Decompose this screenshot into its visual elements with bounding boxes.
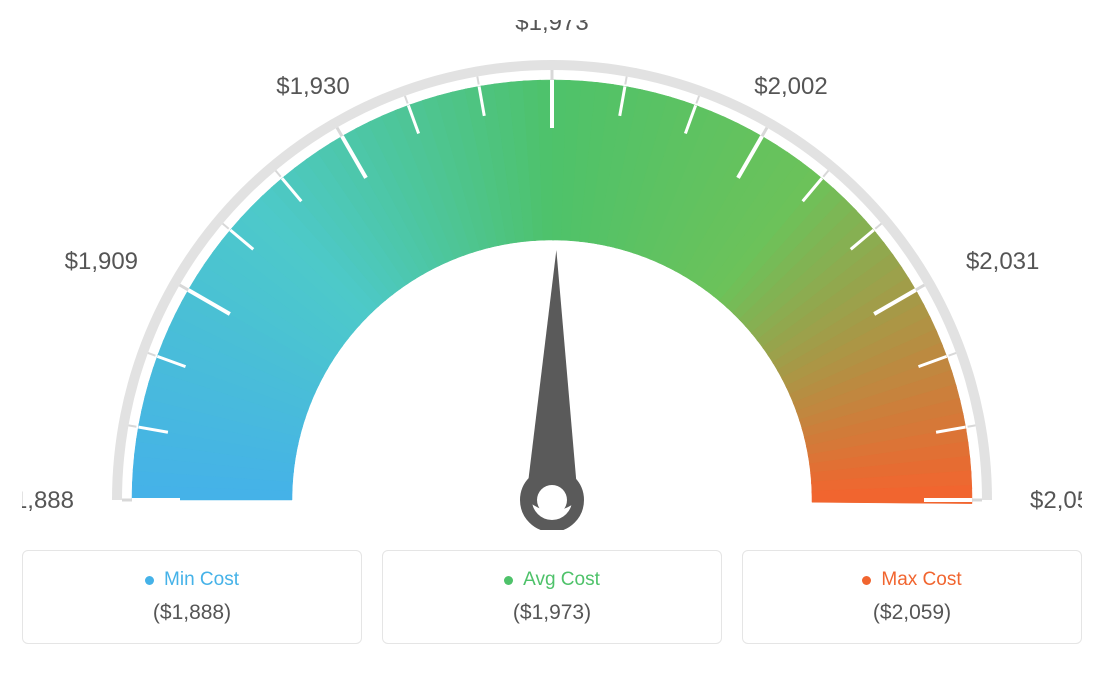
legend-dot-icon bbox=[145, 576, 154, 585]
legend-card: Max Cost ($2,059) bbox=[742, 550, 1082, 644]
gauge-outer-minor-tick bbox=[968, 425, 976, 426]
legend-row: Min Cost ($1,888) Avg Cost ($1,973) Max Cost… bbox=[22, 550, 1082, 644]
legend-title-text: Max Cost bbox=[881, 569, 961, 591]
legend-title: Min Cost bbox=[145, 569, 239, 591]
legend-card: Min Cost ($1,888) bbox=[22, 550, 362, 644]
gauge-outer-minor-tick bbox=[477, 77, 478, 85]
legend-title: Avg Cost bbox=[504, 569, 600, 591]
gauge-outer-minor-tick bbox=[223, 224, 229, 229]
gauge-tick-label: $2,002 bbox=[754, 73, 827, 100]
legend-card: Avg Cost ($1,973) bbox=[382, 550, 722, 644]
cost-gauge-chart: $1,888 $1,909 $1,930 $1,973 $2,002 $2,031 $2,0… bbox=[22, 20, 1082, 530]
gauge-outer-minor-tick bbox=[949, 353, 957, 356]
gauge-outer-minor-tick bbox=[129, 425, 137, 426]
gauge-tick-label: $1,888 bbox=[22, 487, 74, 514]
legend-title-text: Avg Cost bbox=[523, 569, 600, 591]
gauge-outer-minor-tick bbox=[823, 171, 828, 177]
gauge-tick-label: $1,973 bbox=[515, 20, 588, 36]
legend-dot-icon bbox=[504, 576, 513, 585]
gauge-tick-label: $2,059 bbox=[1030, 487, 1082, 514]
gauge-needle-hub-inner bbox=[537, 485, 567, 515]
gauge-outer-minor-tick bbox=[276, 171, 281, 177]
gauge-outer-minor-tick bbox=[148, 353, 156, 356]
legend-title: Max Cost bbox=[862, 569, 961, 591]
gauge-outer-minor-tick bbox=[625, 77, 626, 85]
gauge-tick-label: $2,031 bbox=[966, 248, 1039, 275]
legend-value: ($1,888) bbox=[153, 601, 231, 625]
gauge-outer-minor-tick bbox=[405, 96, 408, 104]
gauge-svg: $1,888 $1,909 $1,930 $1,973 $2,002 $2,031 $2,0… bbox=[22, 20, 1082, 530]
gauge-outer-minor-tick bbox=[696, 96, 699, 104]
gauge-tick-label: $1,930 bbox=[276, 73, 349, 100]
legend-value: ($2,059) bbox=[873, 601, 951, 625]
legend-value: ($1,973) bbox=[513, 601, 591, 625]
gauge-tick-label: $1,909 bbox=[65, 248, 138, 275]
legend-dot-icon bbox=[862, 576, 871, 585]
gauge-outer-minor-tick bbox=[875, 224, 881, 229]
legend-title-text: Min Cost bbox=[164, 569, 239, 591]
